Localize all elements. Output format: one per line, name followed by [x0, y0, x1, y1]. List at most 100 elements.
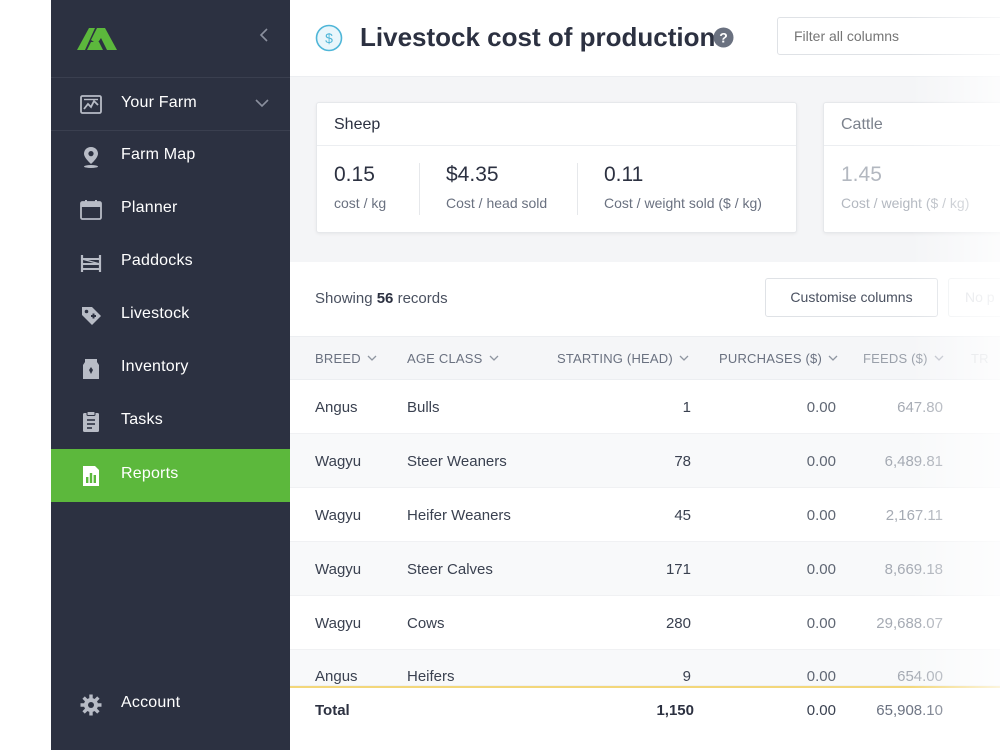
report-icon	[83, 466, 99, 486]
table-total-row: Total 1,150 0.00 65,908.10	[290, 686, 1000, 732]
chevron-down-icon[interactable]	[254, 92, 270, 114]
page-header: $ Livestock cost of production ?	[290, 0, 1000, 77]
cell-feeds: 8,669.18	[884, 561, 943, 578]
sidebar-item-label: Reports	[121, 465, 179, 482]
stat-cost-per-weight: 1.45 Cost / weight ($ / kg)	[841, 163, 969, 211]
dollar-circle-icon: $	[315, 24, 343, 52]
table-row[interactable]: Wagyu Steer Calves 171 0.00 8,669.18	[290, 542, 1000, 596]
sidebar-item-label: Your Farm	[121, 94, 197, 111]
table-row[interactable]: Wagyu Steer Weaners 78 0.00 6,489.81	[290, 434, 1000, 488]
sidebar-item-label: Inventory	[121, 358, 189, 375]
cell-purchases: 0.00	[806, 399, 836, 416]
cell-purchases: 0.00	[806, 507, 836, 524]
sidebar-item-planner[interactable]: Planner	[51, 183, 290, 236]
calendar-icon	[80, 200, 102, 220]
cell-starting: 78	[674, 453, 691, 470]
stat-label: Cost / head sold	[446, 195, 548, 211]
cell-starting: 280	[665, 615, 691, 632]
table-row[interactable]: Angus Heifers 9 0.00 654.00	[290, 650, 1000, 686]
stat-divider	[577, 163, 578, 215]
records-table: Showing 56 records Customise columns No …	[290, 262, 1000, 750]
sidebar-header	[51, 0, 290, 78]
sidebar-item-label: Tasks	[121, 411, 163, 428]
column-header-starting-head[interactable]: STARTING (HEAD)	[557, 351, 689, 366]
sidebar-item-paddocks[interactable]: Paddocks	[51, 236, 290, 289]
chevron-down-icon	[828, 355, 838, 361]
sidebar-item-account[interactable]: Account	[51, 678, 290, 731]
total-starting: 1,150	[656, 702, 694, 719]
brand-logo-icon[interactable]	[77, 26, 117, 50]
cell-purchases: 0.00	[806, 668, 836, 685]
cell-feeds: 654.00	[897, 668, 943, 685]
column-label: PURCHASES ($)	[719, 351, 823, 366]
sidebar-item-label: Planner	[121, 199, 178, 216]
stat-value: 0.11	[604, 163, 644, 186]
stat-cost-per-head-sold: $4.35 Cost / head sold	[446, 163, 547, 211]
sidebar-item-livestock[interactable]: Livestock	[51, 289, 290, 342]
sidebar-item-farm-map[interactable]: Farm Map	[51, 130, 290, 183]
sidebar-item-label: Account	[121, 694, 181, 711]
sidebar-item-label: Livestock	[121, 305, 190, 322]
cell-age-class: Steer Weaners	[407, 453, 507, 470]
filter-input[interactable]	[777, 17, 1000, 55]
customise-columns-button[interactable]: Customise columns	[765, 278, 938, 317]
cell-feeds: 6,489.81	[884, 453, 943, 470]
chevron-down-icon	[489, 355, 498, 361]
total-feeds: 65,908.10	[876, 702, 943, 719]
clipboard-icon	[83, 411, 99, 432]
column-label: AGE CLASS	[407, 351, 483, 366]
secondary-button[interactable]: No p	[948, 278, 1000, 317]
sidebar-item-inventory[interactable]: Inventory	[51, 342, 290, 395]
main-content: $ Livestock cost of production ? Sheep 0…	[290, 0, 1000, 750]
cell-starting: 1	[682, 399, 691, 416]
table-row[interactable]: Wagyu Heifer Weaners 45 0.00 2,167.11	[290, 488, 1000, 542]
stat-divider	[419, 163, 420, 215]
table-header: BREED AGE CLASS STARTING (HEAD) PURCHASE…	[290, 336, 1000, 380]
svg-text:$: $	[325, 30, 333, 46]
record-count-number: 56	[376, 290, 394, 307]
cell-age-class: Heifer Weaners	[407, 507, 511, 524]
record-count: Showing 56 records	[315, 290, 448, 307]
cell-age-class: Heifers	[407, 668, 455, 685]
cell-breed: Wagyu	[315, 507, 362, 524]
gear-icon	[80, 694, 102, 716]
card-title: Sheep	[317, 103, 796, 146]
column-header-age-class[interactable]: AGE CLASS	[407, 351, 499, 366]
table-row[interactable]: Angus Bulls 1 0.00 647.80	[290, 380, 1000, 434]
cell-purchases: 0.00	[806, 615, 836, 632]
collapse-sidebar-icon[interactable]	[254, 26, 274, 48]
help-icon[interactable]: ?	[713, 27, 734, 48]
stat-value: 0.15	[334, 163, 375, 186]
svg-text:?: ?	[719, 30, 728, 46]
table-row[interactable]: Wagyu Cows 280 0.00 29,688.07	[290, 596, 1000, 650]
cell-purchases: 0.00	[806, 453, 836, 470]
column-header-tr[interactable]: TR	[971, 351, 989, 366]
cell-starting: 9	[682, 668, 691, 685]
column-label: BREED	[315, 351, 361, 366]
column-label: FEEDS ($)	[863, 351, 928, 366]
sidebar-item-reports[interactable]: Reports	[51, 449, 290, 502]
cell-feeds: 29,688.07	[876, 615, 943, 632]
column-label: STARTING (HEAD)	[557, 351, 673, 366]
stat-label: Cost / weight sold ($ / kg)	[604, 195, 762, 211]
column-header-breed[interactable]: BREED	[315, 351, 377, 366]
column-header-feeds[interactable]: FEEDS ($)	[863, 351, 944, 366]
sidebar: Your Farm Farm Map Planner	[51, 0, 290, 750]
showing-suffix: records	[397, 290, 448, 307]
cell-breed: Wagyu	[315, 561, 362, 578]
inventory-bag-icon	[83, 359, 99, 379]
stat-value: 1.45	[841, 163, 882, 186]
cell-feeds: 2,167.11	[885, 507, 943, 524]
cell-purchases: 0.00	[806, 561, 836, 578]
showing-prefix: Showing	[315, 290, 373, 307]
column-header-purchases[interactable]: PURCHASES ($)	[719, 351, 838, 366]
cell-feeds: 647.80	[897, 399, 943, 416]
cell-breed: Angus	[315, 399, 358, 416]
sidebar-item-tasks[interactable]: Tasks	[51, 395, 290, 448]
sidebar-item-your-farm[interactable]: Your Farm	[51, 78, 290, 131]
chevron-down-icon	[367, 355, 377, 361]
cell-starting: 171	[665, 561, 691, 578]
total-purchases: 0.00	[806, 702, 836, 719]
total-label: Total	[315, 702, 350, 719]
